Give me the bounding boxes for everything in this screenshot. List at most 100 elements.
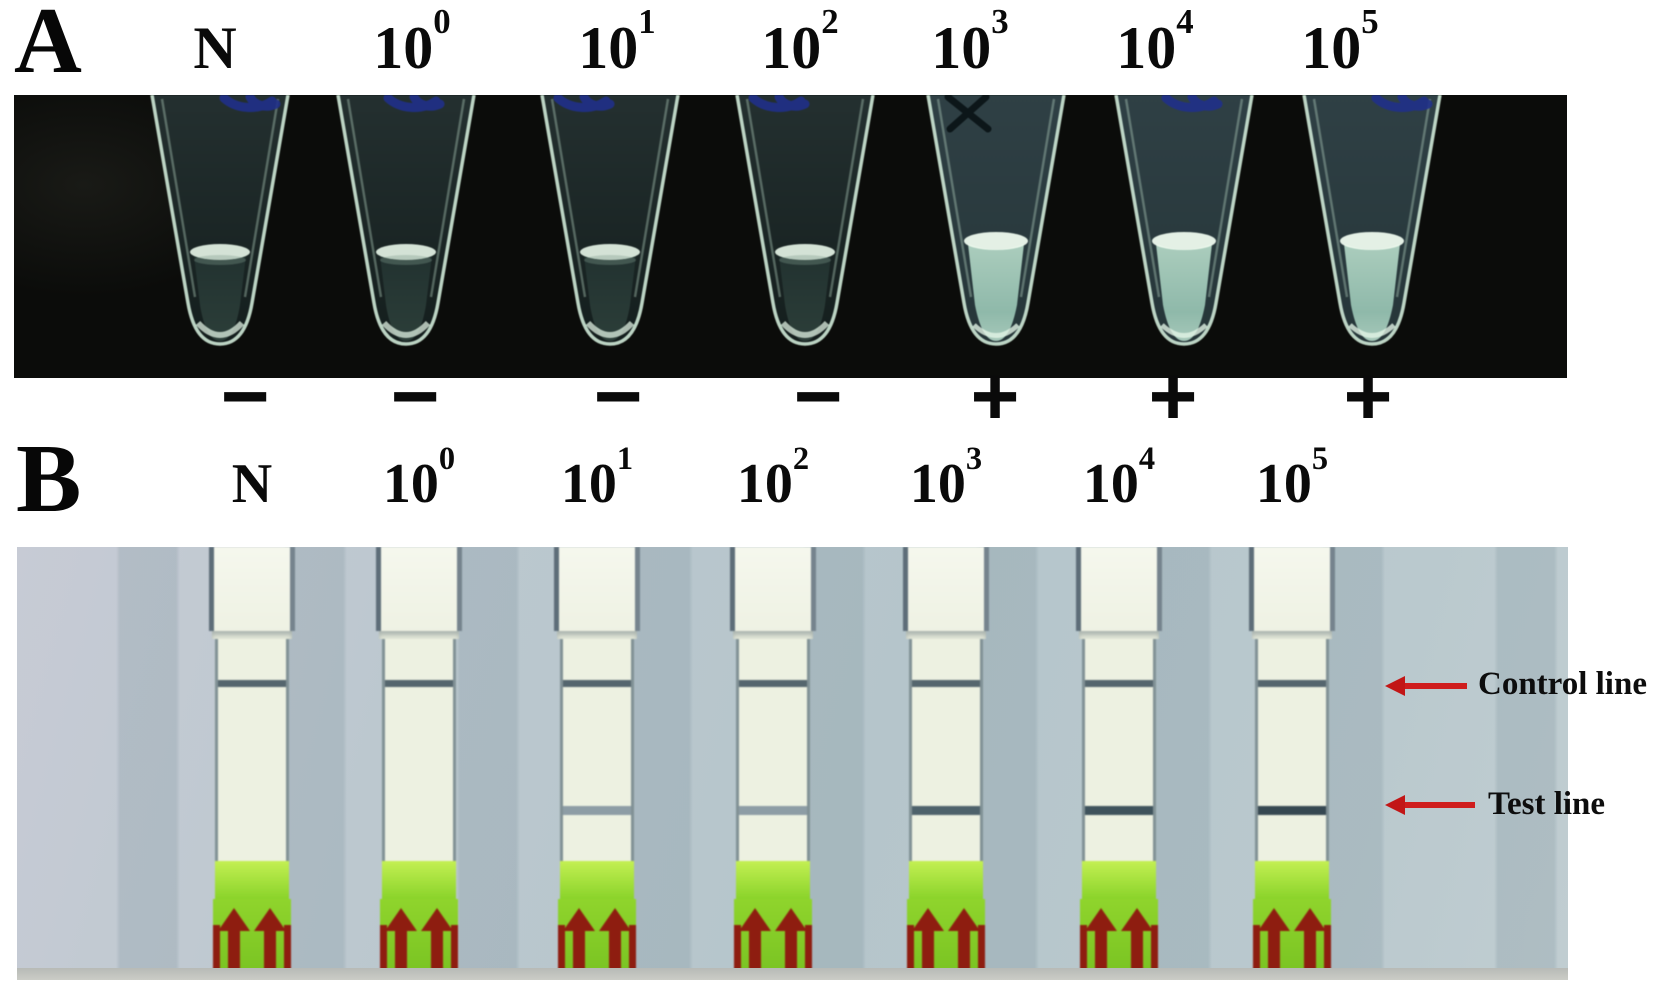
result-sign: −	[790, 359, 846, 433]
blue-cap-mark	[1371, 95, 1433, 112]
panel-b-photo	[17, 547, 1568, 980]
panel-a-results: − − − − + + +	[0, 359, 1654, 433]
strip-arrow-pad	[213, 899, 291, 975]
lane-label-exponent: 4	[1176, 2, 1194, 42]
lateral-flow-strip	[549, 547, 645, 977]
lane-label: 100	[342, 2, 482, 83]
lane-label-base: N	[193, 15, 237, 81]
lane-label: 103	[876, 441, 1016, 516]
blue-cap-mark	[383, 95, 445, 112]
positive-liquid	[1152, 232, 1216, 341]
strip-sample-pad	[1255, 861, 1329, 899]
strip-membrane	[215, 639, 289, 861]
test-line	[385, 806, 453, 815]
strip-neck	[379, 631, 459, 639]
strip-arrow-pad	[1253, 899, 1331, 975]
panel-a-photo	[14, 95, 1567, 378]
test-line-arrow-icon	[1385, 793, 1475, 817]
tube-walls	[926, 95, 1066, 346]
negative-liquid	[775, 244, 835, 341]
strip-neck	[557, 631, 637, 639]
up-arrows-graphic	[734, 899, 812, 975]
tube-walls	[1302, 95, 1442, 346]
result-sign: +	[1145, 359, 1201, 433]
strip-absorbent-pad	[554, 547, 640, 631]
blue-cap-mark	[553, 95, 615, 112]
strip-arrow-pad	[558, 899, 636, 975]
strip-absorbent-pad	[903, 547, 989, 631]
positive-liquid	[1340, 232, 1404, 341]
reaction-tube-graphic	[1114, 95, 1254, 346]
up-arrows-graphic	[380, 899, 458, 975]
blue-cap-mark	[748, 95, 810, 112]
lane-label-base: 10	[1301, 15, 1362, 81]
up-arrows-graphic	[1080, 899, 1158, 975]
strip-membrane	[1255, 639, 1329, 861]
reaction-tube	[1096, 95, 1272, 378]
reaction-tube	[132, 95, 308, 378]
test-line	[1258, 806, 1326, 815]
lane-label-exponent: 2	[792, 441, 810, 478]
control-line	[1085, 680, 1153, 687]
lane-label-base: 10	[736, 453, 793, 515]
lane-label-base: 10	[560, 453, 617, 515]
lane-label-exponent: 0	[433, 2, 451, 42]
lane-label: N	[182, 452, 322, 516]
lane-label-base: 10	[373, 15, 434, 81]
lane-label: 105	[1222, 441, 1362, 516]
strip-row	[17, 547, 1568, 980]
tube-walls	[336, 95, 476, 346]
reaction-tube-graphic	[336, 95, 476, 346]
test-line	[563, 806, 631, 815]
strip-sample-pad	[215, 861, 289, 899]
test-line-annotation: Test line	[1488, 786, 1606, 822]
lane-label-exponent: 4	[1138, 441, 1156, 478]
negative-liquid	[376, 244, 436, 341]
tube-walls	[150, 95, 290, 346]
lane-label: 104	[1085, 2, 1225, 83]
lane-label: 101	[547, 2, 687, 83]
control-line	[218, 680, 286, 687]
strip-membrane	[1082, 639, 1156, 861]
strip-sample-pad	[909, 861, 983, 899]
lane-label-base: 10	[382, 453, 439, 515]
lane-label-base: 10	[761, 15, 822, 81]
test-line	[739, 806, 807, 815]
reaction-tube	[318, 95, 494, 378]
reaction-tube-graphic	[540, 95, 680, 346]
up-arrows-graphic	[907, 899, 985, 975]
lateral-flow-strip	[371, 547, 467, 977]
result-sign: +	[967, 359, 1023, 433]
strip-absorbent-pad	[1076, 547, 1162, 631]
strip-membrane	[736, 639, 810, 861]
lane-label: 103	[900, 2, 1040, 83]
strip-arrow-pad	[907, 899, 985, 975]
reaction-tube	[522, 95, 698, 378]
strip-membrane	[560, 639, 634, 861]
lane-label-exponent: 5	[1311, 441, 1329, 478]
control-line-annotation: Control line	[1478, 666, 1647, 702]
reaction-tube	[1284, 95, 1460, 378]
strip-absorbent-pad	[1249, 547, 1335, 631]
lane-label: 104	[1049, 441, 1189, 516]
panel-a-lane-labels: N 100 101 102 103 104 105	[0, 2, 1654, 84]
strip-membrane	[909, 639, 983, 861]
strip-arrow-pad	[380, 899, 458, 975]
negative-liquid	[580, 244, 640, 341]
test-line	[912, 806, 980, 815]
tube-walls	[540, 95, 680, 346]
tube-row	[14, 95, 1567, 378]
test-line	[1085, 806, 1153, 815]
strip-sample-pad	[1082, 861, 1156, 899]
strip-neck	[906, 631, 986, 639]
lane-label: 102	[703, 441, 843, 516]
control-line	[385, 680, 453, 687]
tube-walls	[1114, 95, 1254, 346]
strip-arrow-pad	[734, 899, 812, 975]
strip-sample-pad	[382, 861, 456, 899]
negative-liquid	[190, 244, 250, 341]
reaction-tube	[908, 95, 1084, 378]
lane-label: 101	[527, 441, 667, 516]
lane-label-exponent: 3	[965, 441, 983, 478]
